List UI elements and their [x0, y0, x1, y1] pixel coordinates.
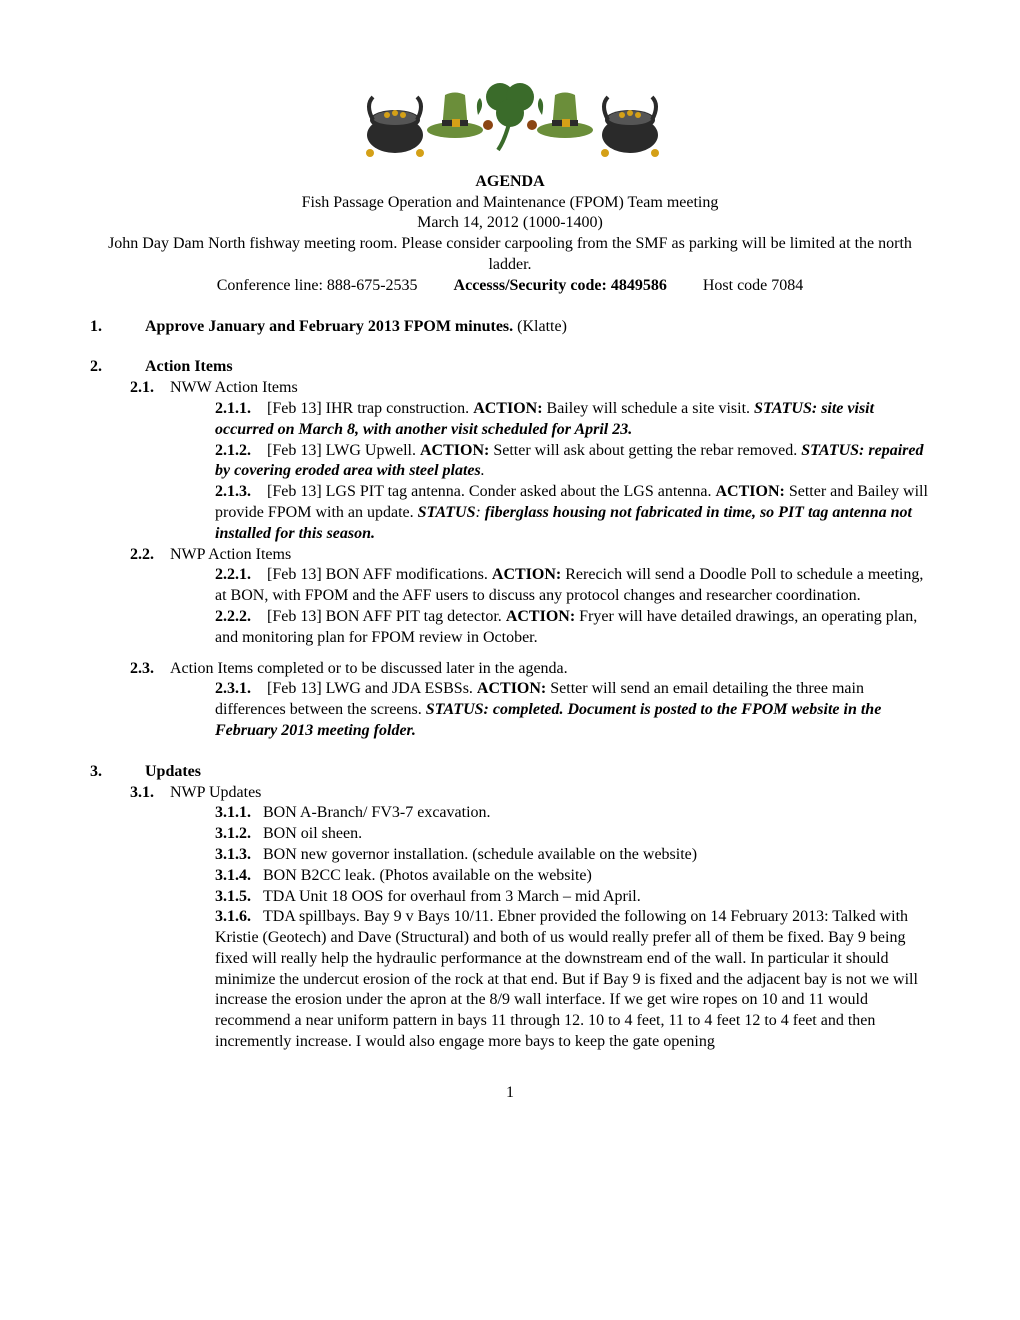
item-2-3-1-action-label: ACTION: [477, 680, 546, 697]
section-1-content: Approve January and February 2013 FPOM m… [145, 317, 567, 338]
item-2-2-1-prefix: [Feb 13] BON AFF modifications. [267, 566, 492, 583]
access-code: Accesss/Security code: 4849586 [454, 277, 667, 294]
item-3-1-4: 3.1.4. BON B2CC leak. (Photos available … [215, 866, 930, 887]
item-2-1-1: 2.1.1. [Feb 13] IHR trap construction. A… [215, 399, 930, 441]
host-code: Host code 7084 [703, 277, 803, 294]
item-2-1-2-action-label: ACTION: [420, 442, 489, 459]
conf-number: Conference line: 888-675-2535 [217, 277, 418, 294]
item-2-1-2-prefix: [Feb 13] LWG Upwell. [267, 442, 420, 459]
subsection-3-1: 3.1. NWP Updates [130, 783, 930, 804]
item-2-1-3-status-label: STATUS [418, 504, 476, 521]
item-3-1-4-text: BON B2CC leak. (Photos available on the … [263, 867, 592, 884]
agenda-title: AGENDA [90, 172, 930, 193]
item-2-3-1-num: 2.3.1. [215, 680, 251, 697]
item-2-3-1-prefix: [Feb 13] LWG and JDA ESBSs. [267, 680, 477, 697]
item-2-1-3: 2.1.3. [Feb 13] LGS PIT tag antenna. Con… [215, 482, 930, 544]
sub-2-2-num: 2.2. [130, 545, 170, 566]
section-2: 2. Action Items [90, 357, 930, 378]
item-2-1-1-prefix: [Feb 13] IHR trap construction. [267, 400, 473, 417]
sub-2-3-num: 2.3. [130, 659, 170, 680]
page-number: 1 [90, 1083, 930, 1104]
header-decoration-image [90, 60, 930, 167]
item-2-3-1: 2.3.1. [Feb 13] LWG and JDA ESBSs. ACTIO… [215, 679, 930, 741]
item-3-1-5-text: TDA Unit 18 OOS for overhaul from 3 Marc… [263, 888, 641, 905]
meeting-subtitle: Fish Passage Operation and Maintenance (… [90, 193, 930, 214]
subsection-2-1: 2.1. NWW Action Items [130, 378, 930, 399]
item-2-1-2: 2.1.2. [Feb 13] LWG Upwell. ACTION: Sett… [215, 441, 930, 483]
item-2-1-3-prefix: [Feb 13] LGS PIT tag antenna. Conder ask… [267, 483, 716, 500]
item-2-2-1-num: 2.2.1. [215, 566, 251, 583]
item-2-1-1-status-label: STATUS: [754, 400, 821, 417]
meeting-location: John Day Dam North fishway meeting room.… [90, 234, 930, 276]
item-3-1-3: 3.1.3. BON new governor installation. (s… [215, 845, 930, 866]
item-2-1-1-action-text: Bailey will schedule a site visit. [543, 400, 755, 417]
item-3-1-2-text: BON oil sheen. [263, 825, 362, 842]
sub-2-3-title: Action Items completed or to be discusse… [170, 659, 568, 680]
item-2-2-2: 2.2.2. [Feb 13] BON AFF PIT tag detector… [215, 607, 930, 649]
item-2-1-3-action-label: ACTION: [716, 483, 785, 500]
sub-2-2-title: NWP Action Items [170, 545, 291, 566]
item-2-2-2-prefix: [Feb 13] BON AFF PIT tag detector. [267, 608, 506, 625]
item-2-1-2-action-text: Setter will ask about getting the rebar … [489, 442, 801, 459]
sub-2-1-title: NWW Action Items [170, 378, 298, 399]
item-3-1-1-num: 3.1.1. [215, 804, 251, 821]
item-2-1-2-num: 2.1.2. [215, 442, 251, 459]
item-3-1-1-text: BON A-Branch/ FV3-7 excavation. [263, 804, 491, 821]
section-3-num: 3. [90, 762, 145, 783]
item-3-1-2-num: 3.1.2. [215, 825, 251, 842]
section-1-suffix: (Klatte) [513, 318, 567, 335]
item-3-1-5: 3.1.5. TDA Unit 18 OOS for overhaul from… [215, 887, 930, 908]
section-1-title: Approve January and February 2013 FPOM m… [145, 318, 513, 335]
sub-3-1-num: 3.1. [130, 783, 170, 804]
item-3-1-4-num: 3.1.4. [215, 867, 251, 884]
item-2-1-1-action-label: ACTION: [473, 400, 542, 417]
item-3-1-1: 3.1.1. BON A-Branch/ FV3-7 excavation. [215, 803, 930, 824]
section-3-title: Updates [145, 762, 201, 783]
item-2-1-2-status-label: STATUS: [801, 442, 868, 459]
item-2-2-2-action-label: ACTION: [506, 608, 575, 625]
item-3-1-6-text: TDA spillbays. Bay 9 v Bays 10/11. Ebner… [215, 908, 918, 1050]
sub-2-1-num: 2.1. [130, 378, 170, 399]
section-3: 3. Updates [90, 762, 930, 783]
item-2-3-1-status-label: STATUS: [426, 701, 493, 718]
item-2-2-1-action-label: ACTION: [492, 566, 561, 583]
meeting-date: March 14, 2012 (1000-1400) [90, 213, 930, 234]
item-3-1-3-text: BON new governor installation. (schedule… [263, 846, 697, 863]
section-2-title: Action Items [145, 357, 233, 378]
item-3-1-6-num: 3.1.6. [215, 908, 251, 925]
item-2-1-1-num: 2.1.1. [215, 400, 251, 417]
item-3-1-6: 3.1.6. TDA spillbays. Bay 9 v Bays 10/11… [215, 907, 930, 1053]
item-2-2-1: 2.2.1. [Feb 13] BON AFF modifications. A… [215, 565, 930, 607]
item-2-1-3-status-colon: : [475, 504, 484, 521]
item-2-1-3-num: 2.1.3. [215, 483, 251, 500]
sub-3-1-title: NWP Updates [170, 783, 261, 804]
item-2-1-2-status-suffix: . [481, 462, 485, 479]
conference-line: Conference line: 888-675-2535 Accesss/Se… [90, 276, 930, 297]
item-2-2-2-num: 2.2.2. [215, 608, 251, 625]
section-1-num: 1. [90, 317, 145, 338]
item-3-1-2: 3.1.2. BON oil sheen. [215, 824, 930, 845]
item-3-1-5-num: 3.1.5. [215, 888, 251, 905]
subsection-2-2: 2.2. NWP Action Items [130, 545, 930, 566]
item-3-1-3-num: 3.1.3. [215, 846, 251, 863]
section-2-num: 2. [90, 357, 145, 378]
subsection-2-3: 2.3. Action Items completed or to be dis… [130, 659, 930, 680]
section-1: 1. Approve January and February 2013 FPO… [90, 317, 930, 338]
